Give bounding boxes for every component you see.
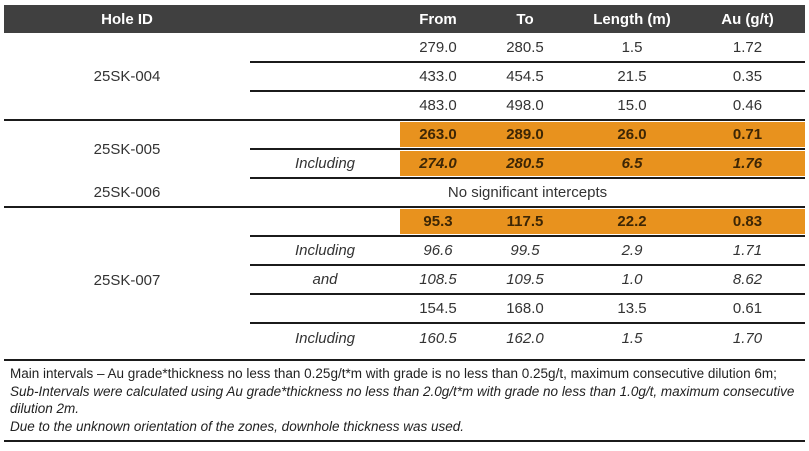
from-cell: 108.5 [400,265,476,295]
length-cell-highlighted: 26.0 [574,120,690,150]
from-cell-highlighted: 263.0 [400,120,476,150]
table-row: 25SK-006 No significant intercepts [4,178,805,208]
au-cell: 0.35 [690,62,805,92]
header-row: Hole ID From To Length (m) Au (g/t) [4,5,805,33]
col-header-length: Length (m) [574,5,690,33]
table-row: 154.5 168.0 13.5 0.61 [4,294,805,324]
to-cell: 162.0 [506,329,544,347]
interval-label-cell [250,120,400,150]
au-cell: 1.71 [690,236,805,266]
length-cell: 1.0 [574,265,690,295]
interval-label-cell: Including [250,236,400,266]
table-row: Including 160.5 162.0 1.5 1.70 [4,323,805,352]
col-header-hole-id: Hole ID [4,5,250,33]
table-row: and 108.5 109.5 1.0 8.62 [4,265,805,295]
from-cell: 483.0 [400,91,476,121]
to-cell-highlighted: 289.0 [476,120,574,150]
length-cell: 13.5 [574,294,690,324]
au-cell-highlighted: 0.71 [690,120,805,150]
length-cell: 1.5 [621,329,643,347]
from-cell: 279.0 [400,33,476,63]
hole-id-cell: 25SK-006 [4,178,250,208]
hole-id-cell: 25SK-007 [93,271,161,289]
to-cell-highlighted: 117.5 [476,207,574,237]
interval-label-cell [250,91,400,121]
table-row: 483.0 498.0 15.0 0.46 [4,91,805,121]
col-header-sublabel [250,5,400,33]
interval-label-cell [250,207,400,237]
table-row: 25SK-005 263.0 289.0 26.0 0.71 [4,120,805,158]
from-cell: 160.5 [419,329,457,347]
hole-id-cell: 25SK-005 [93,141,161,158]
to-cell: 109.5 [476,265,574,295]
table-row: 433.0 454.5 21.5 0.35 [4,62,805,92]
au-cell: 0.46 [690,91,805,121]
length-cell: 21.5 [574,62,690,92]
au-cell-highlighted: 0.83 [690,207,805,237]
from-cell: 433.0 [400,62,476,92]
interval-label-cell [250,33,400,63]
footnote-main-intervals: Main intervals – Au grade*thickness no l… [10,366,777,381]
au-cell: 0.61 [690,294,805,324]
to-cell: 280.5 [476,33,574,63]
interval-label-cell: Including [250,149,400,179]
table-row: Including 96.6 99.5 2.9 1.71 [4,236,805,266]
to-cell: 498.0 [476,91,574,121]
from-cell: 96.6 [400,236,476,266]
no-intercepts-cell: No significant intercepts [250,178,805,208]
au-cell-highlighted: 1.76 [690,149,805,179]
footnotes: Main intervals – Au grade*thickness no l… [4,359,805,443]
from-cell: 154.5 [400,294,476,324]
to-cell: 168.0 [476,294,574,324]
to-cell: 454.5 [476,62,574,92]
to-cell: 99.5 [476,236,574,266]
au-cell: 8.62 [690,265,805,295]
length-cell: 1.5 [574,33,690,63]
interval-label-cell: and [250,265,400,295]
from-cell-highlighted: 95.3 [400,207,476,237]
col-header-au: Au (g/t) [690,5,805,33]
length-cell: 2.9 [574,236,690,266]
interval-label-cell [250,62,400,92]
hole-id-cell: 25SK-004 [4,33,250,121]
au-cell: 1.72 [690,33,805,63]
length-cell: 15.0 [574,91,690,121]
interval-label-cell: Including [294,329,356,347]
length-cell-highlighted: 22.2 [574,207,690,237]
interval-label-cell [250,294,400,324]
au-cell: 1.70 [732,329,763,347]
footnote-orientation: Due to the unknown orientation of the zo… [10,418,465,434]
length-cell-highlighted: 6.5 [574,149,690,179]
footnote-intervals: Main intervals – Au grade*thickness no l… [10,365,799,418]
col-header-from: From [400,5,476,33]
footnote-sub-intervals: Sub-Intervals were calculated using Au g… [10,383,795,417]
to-cell-highlighted: 280.5 [476,149,574,179]
drill-results-table: Hole ID From To Length (m) Au (g/t) 25SK… [4,5,805,352]
from-cell-highlighted: 274.0 [400,149,476,179]
table-row: Including 274.0 280.5 6.5 1.76 [4,149,805,179]
table-row: 25SK-004 279.0 280.5 1.5 1.72 [4,33,805,121]
table-row: 25SK-007 95.3 117.5 22.2 0.83 [4,207,805,289]
col-header-to: To [476,5,574,33]
